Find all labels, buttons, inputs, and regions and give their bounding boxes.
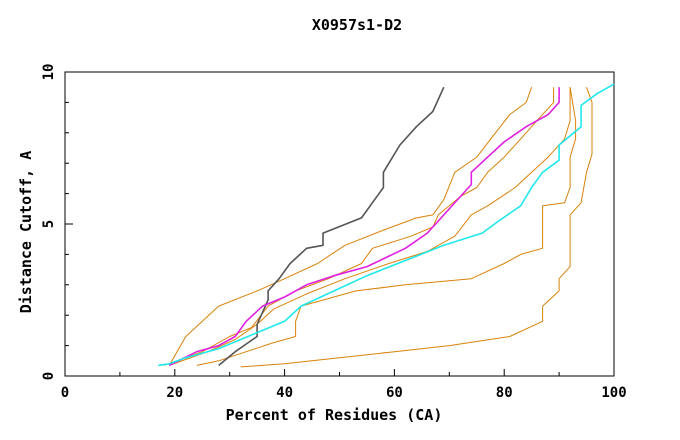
series-model-orange-5 — [240, 87, 593, 368]
series-model-magenta — [168, 87, 560, 367]
x-tick-label: 60 — [386, 385, 403, 401]
x-tick-label: 100 — [601, 385, 626, 401]
x-axis: 0 20 40 60 80 100 — [61, 369, 627, 401]
series-model-orange-3 — [169, 87, 571, 366]
series-model-orange-2 — [163, 87, 555, 366]
x-tick-label: 80 — [496, 385, 513, 401]
y-axis-label: Distance Cutoff, A — [17, 151, 35, 314]
y-axis: 0 5 10 — [41, 64, 73, 380]
y-tick-label: 0 — [41, 372, 57, 380]
plot-frame — [64, 71, 615, 377]
series-model-orange-1 — [168, 87, 533, 366]
x-axis-label: Percent of Residues (CA) — [226, 406, 443, 424]
y-tick-label: 10 — [41, 64, 57, 81]
series-model-orange-4 — [196, 87, 577, 366]
x-tick-label: 20 — [166, 385, 183, 401]
x-tick-label: 0 — [61, 385, 69, 401]
y-tick-label: 5 — [41, 220, 57, 228]
chart-title: X0957s1-D2 — [312, 16, 402, 34]
series-model-gray — [218, 86, 445, 367]
series-model-cyan — [158, 83, 615, 367]
series-layer — [158, 83, 615, 368]
x-tick-label: 40 — [276, 385, 293, 401]
